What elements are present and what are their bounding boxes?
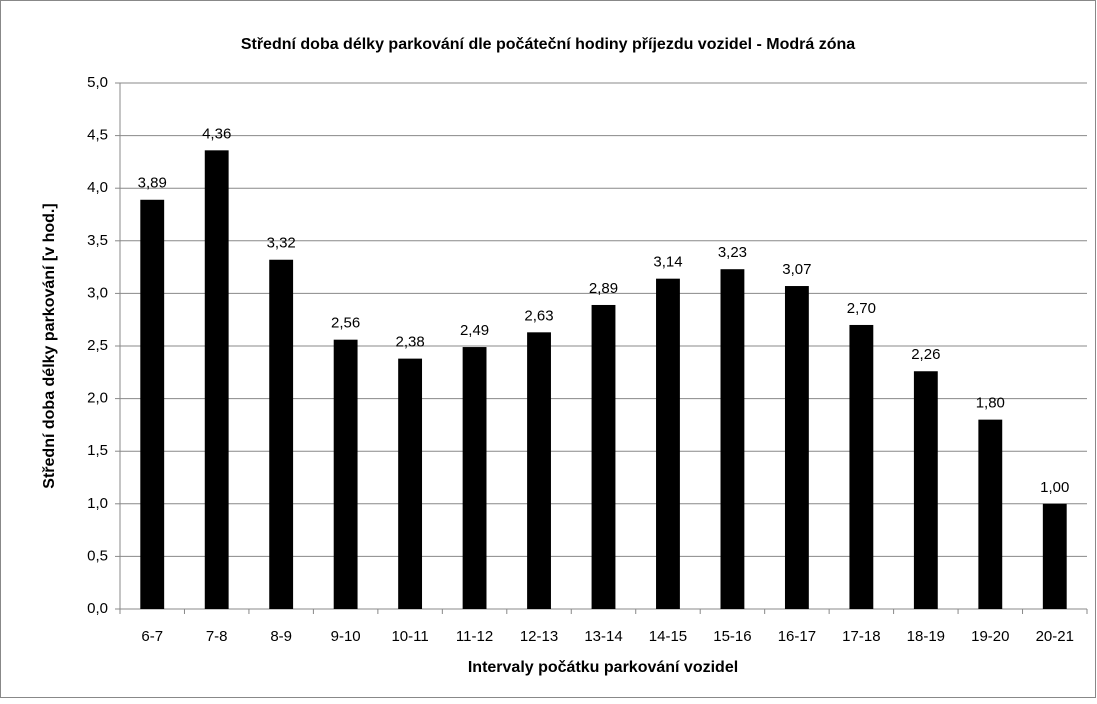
x-tick-label: 11-12 xyxy=(456,628,493,645)
x-tick-label: 13-14 xyxy=(584,628,622,645)
y-tick-label: 4,0 xyxy=(87,179,108,196)
value-label: 1,00 xyxy=(1040,479,1069,496)
y-tick-label: 1,5 xyxy=(87,442,108,459)
bar xyxy=(720,269,745,609)
x-tick-label: 6-7 xyxy=(141,628,163,645)
bar xyxy=(978,419,1003,609)
value-label: 2,70 xyxy=(847,300,876,317)
x-tick-label: 9-10 xyxy=(331,628,361,645)
x-tick-label: 8-9 xyxy=(270,628,292,645)
bar xyxy=(913,371,938,609)
x-tick-label: 14-15 xyxy=(649,628,687,645)
y-tick-label: 4,5 xyxy=(87,127,108,144)
bar xyxy=(849,324,874,609)
bar xyxy=(1042,503,1067,609)
x-axis-title: Intervaly počátku parkování vozidel xyxy=(468,659,738,676)
value-label: 2,26 xyxy=(911,346,940,363)
bar xyxy=(591,304,616,609)
value-label: 2,56 xyxy=(331,315,360,332)
value-label: 3,32 xyxy=(267,235,296,252)
y-tick-label: 3,5 xyxy=(87,232,108,249)
value-label: 2,49 xyxy=(460,322,489,339)
x-tick-label: 7-8 xyxy=(206,628,228,645)
x-tick-label: 12-13 xyxy=(520,628,558,645)
value-label: 4,36 xyxy=(202,125,231,142)
value-label: 1,80 xyxy=(976,395,1005,412)
y-tick-label: 2,0 xyxy=(87,390,108,407)
bar xyxy=(140,199,165,609)
x-tick-label: 16-17 xyxy=(778,628,816,645)
bar xyxy=(269,259,294,609)
x-tick-label: 17-18 xyxy=(842,628,880,645)
bar xyxy=(333,339,358,609)
value-label: 3,89 xyxy=(138,175,167,192)
value-label: 3,23 xyxy=(718,244,747,261)
x-tick-label: 19-20 xyxy=(971,628,1009,645)
value-label: 3,07 xyxy=(782,261,811,278)
x-tick-label: 15-16 xyxy=(713,628,751,645)
chart-title: Střední doba délky parkování dle počáteč… xyxy=(241,36,855,53)
bar xyxy=(784,286,809,609)
value-label: 2,63 xyxy=(524,307,553,324)
value-label: 2,38 xyxy=(395,334,424,351)
bar xyxy=(204,150,229,609)
y-tick-label: 5,0 xyxy=(87,74,108,91)
y-tick-label: 0,0 xyxy=(87,600,108,617)
y-tick-label: 1,0 xyxy=(87,495,108,512)
bar xyxy=(527,332,551,609)
y-axis-title: Střední doba délky parkování [v hod.] xyxy=(41,203,58,488)
x-tick-label: 18-19 xyxy=(907,628,945,645)
bar xyxy=(462,347,487,609)
x-tick-label: 10-11 xyxy=(391,628,428,645)
y-tick-label: 2,5 xyxy=(87,337,108,354)
y-tick-label: 0,5 xyxy=(87,547,108,564)
y-tick-label: 3,0 xyxy=(87,284,108,301)
value-label: 3,14 xyxy=(653,254,682,271)
bar xyxy=(398,358,423,609)
value-label: 2,89 xyxy=(589,280,618,297)
bar xyxy=(656,278,680,609)
x-tick-label: 20-21 xyxy=(1036,628,1074,645)
